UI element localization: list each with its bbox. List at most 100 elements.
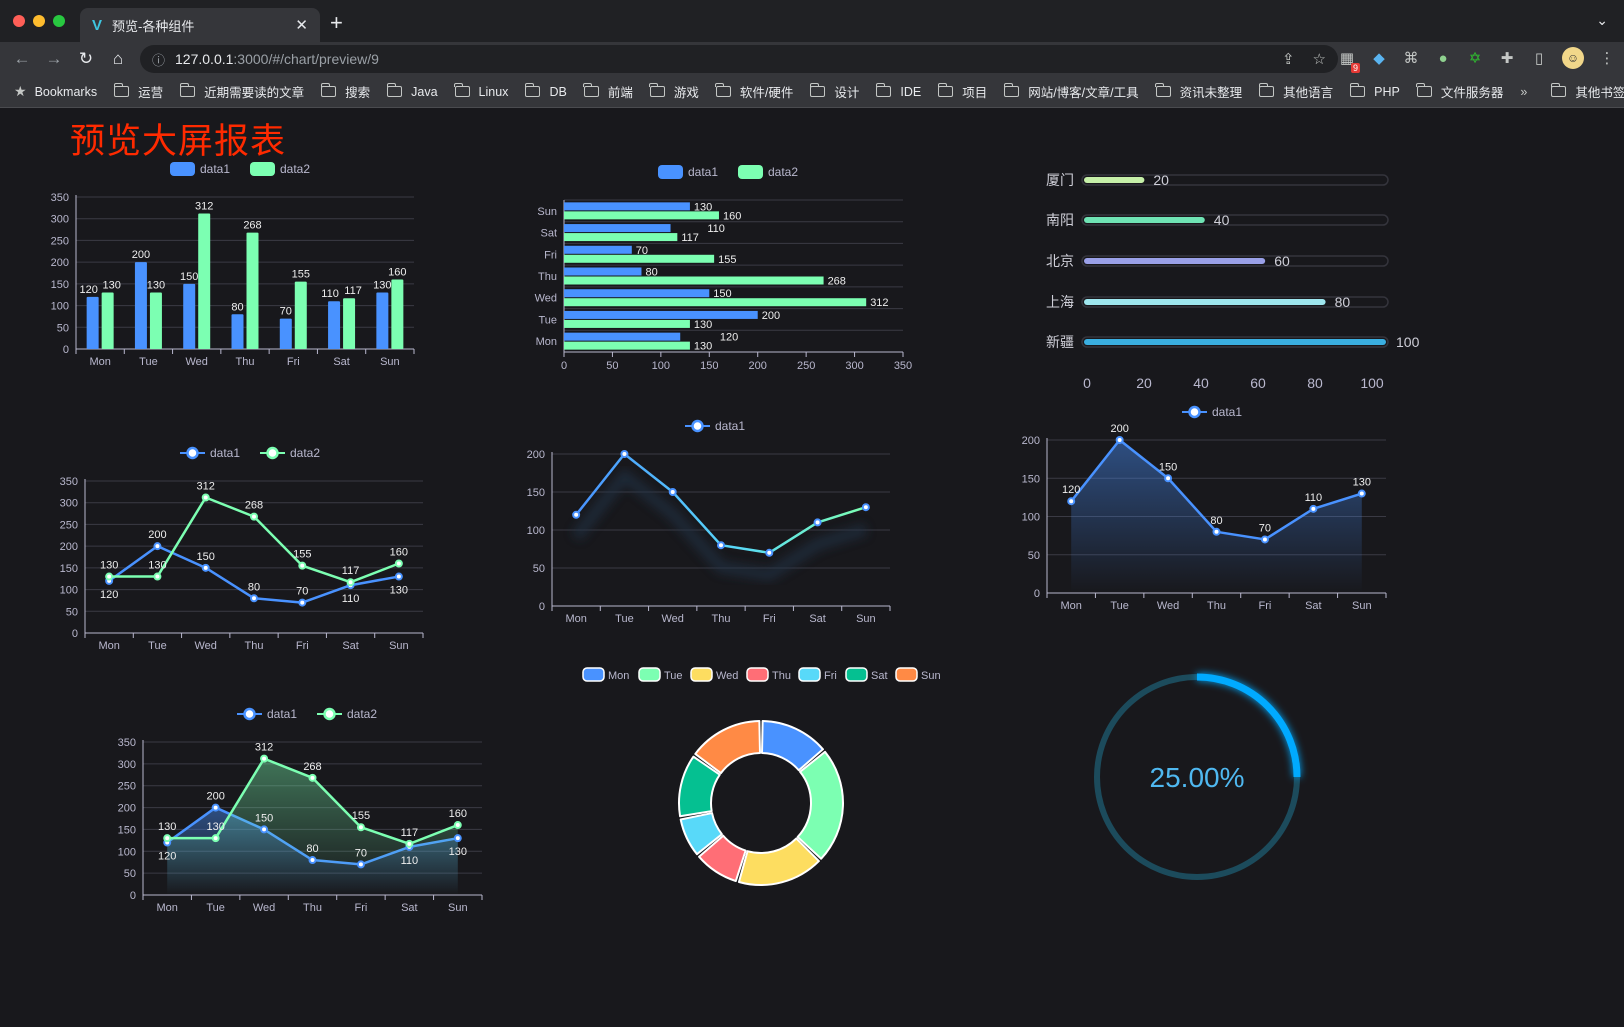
- bookmark-folder-other[interactable]: 其他书签: [1550, 82, 1624, 101]
- legend-item-Wed[interactable]: Wed: [690, 667, 738, 682]
- bookmark-folder[interactable]: Java: [386, 82, 438, 101]
- bookmark-folder[interactable]: 游戏: [649, 82, 699, 101]
- legend-item-Thu[interactable]: Thu: [746, 667, 791, 682]
- data-point: [153, 542, 162, 551]
- progress-track: [1081, 214, 1389, 226]
- legend-item-data1[interactable]: data1: [658, 165, 718, 179]
- data-point: [668, 488, 677, 496]
- browser-toolbar: ← → ↻ ⌂ ⓘ 127.0.0.1:3000/#/chart/preview…: [0, 42, 1624, 76]
- y-tick-label: 100: [51, 301, 69, 313]
- x-tick-label: Tue: [1110, 600, 1129, 612]
- x-tick-label: 50: [606, 360, 618, 372]
- bookmark-folder[interactable]: 项目: [937, 82, 987, 101]
- legend-item-data1[interactable]: data1: [237, 707, 297, 721]
- folder-icon: [320, 83, 337, 97]
- y-tick-label: 200: [60, 541, 78, 553]
- bookmarks-button[interactable]: ★ Bookmarks: [14, 83, 97, 100]
- y-tick-label: 50: [533, 563, 545, 575]
- x-tick-label: Mon: [157, 902, 178, 914]
- x-tick-label: 200: [749, 360, 767, 372]
- legend-label: Sun: [921, 670, 941, 682]
- bookmark-label: IDE: [900, 84, 922, 99]
- bookmark-folder[interactable]: 文件服务器: [1416, 82, 1504, 101]
- progress-bar-chart: 厦门 20 南阳 40 北京 60 上海 80 新疆 100 0 20 40 60 80 100: [1046, 172, 1420, 391]
- legend-swatch: [895, 667, 918, 682]
- puzzle-extensions-icon[interactable]: ✚: [1500, 50, 1514, 67]
- close-window-button[interactable]: [13, 15, 25, 27]
- bookmark-star-icon[interactable]: ☆: [1312, 51, 1326, 68]
- y-tick-label: 50: [1028, 550, 1040, 562]
- site-info-icon[interactable]: ⓘ: [152, 52, 166, 68]
- bookmark-folder[interactable]: 近期需要读的文章: [179, 82, 304, 101]
- share-icon[interactable]: ⇪: [1281, 51, 1295, 68]
- point-value-label: 80: [248, 581, 260, 593]
- side-panel-icon[interactable]: ▯: [1534, 50, 1544, 67]
- legend-item-Sun[interactable]: Sun: [895, 667, 941, 682]
- legend-item-data1[interactable]: data1: [180, 446, 240, 460]
- forward-icon[interactable]: →: [45, 49, 63, 68]
- x-tick-label: Tue: [206, 902, 225, 914]
- legend-item-data2[interactable]: data2: [250, 162, 310, 176]
- data-point: [211, 834, 220, 843]
- bookmark-folder[interactable]: 软件/硬件: [715, 82, 793, 101]
- point-value-label: 130: [206, 821, 224, 833]
- point-value-label: 130: [390, 585, 408, 597]
- bar-value-label: 312: [195, 201, 213, 213]
- bookmark-folder[interactable]: Linux: [454, 82, 508, 101]
- menu-kebab-icon[interactable]: ⋮: [1599, 50, 1615, 67]
- bookmark-folder[interactable]: 网站/博客/文章/工具: [1003, 82, 1139, 101]
- profile-avatar[interactable]: ☺: [1562, 47, 1584, 69]
- progress-value-label: 100: [1396, 334, 1420, 350]
- progress-category-label: 上海: [1046, 294, 1074, 310]
- bookmark-folder[interactable]: 其他语言: [1258, 82, 1333, 101]
- close-tab-icon[interactable]: ✕: [295, 17, 308, 34]
- reload-icon[interactable]: ↻: [78, 49, 94, 68]
- home-icon[interactable]: ⌂: [112, 49, 124, 68]
- address-bar[interactable]: ⓘ 127.0.0.1:3000/#/chart/preview/9 ⇪ ☆: [140, 45, 1338, 73]
- minimize-window-button[interactable]: [33, 15, 45, 27]
- command-extension-icon[interactable]: ⌘: [1403, 50, 1419, 67]
- maximize-window-button[interactable]: [53, 15, 65, 27]
- bookmarks-overflow-button[interactable]: »: [1520, 84, 1528, 99]
- bar-value-label: 150: [180, 271, 198, 283]
- extension-icon[interactable]: ▦ 9: [1339, 50, 1360, 73]
- bookmark-folder[interactable]: DB: [524, 82, 567, 101]
- extension-badge: 9: [1350, 63, 1360, 73]
- circle-extension-icon[interactable]: ●: [1438, 49, 1448, 67]
- legend-item-data2[interactable]: data2: [317, 707, 377, 721]
- legend-item-Sat[interactable]: Sat: [845, 667, 888, 682]
- legend-item-Mon[interactable]: Mon: [582, 667, 629, 682]
- x-tick-label: Thu: [303, 902, 322, 914]
- x-tick-label: 0: [561, 360, 567, 372]
- data-point: [356, 860, 365, 869]
- legend-item-data1[interactable]: data1: [170, 162, 230, 176]
- legend-item-Fri[interactable]: Fri: [798, 667, 837, 682]
- browser-tab[interactable]: V 预览-各种组件 ✕: [80, 8, 320, 42]
- legend-item-data2[interactable]: data2: [738, 165, 798, 179]
- legend-item-Tue[interactable]: Tue: [638, 667, 683, 682]
- legend-item-data1[interactable]: data1: [1182, 405, 1242, 419]
- bookmark-folder[interactable]: 资讯未整理: [1155, 82, 1242, 101]
- back-icon[interactable]: ←: [13, 49, 31, 68]
- new-tab-button[interactable]: +: [330, 10, 343, 35]
- legend-item-data1[interactable]: data1: [685, 419, 745, 433]
- diamond-extension-icon[interactable]: ◆: [1373, 50, 1385, 67]
- data-point: [453, 834, 462, 843]
- bookmark-folder[interactable]: IDE: [875, 82, 922, 101]
- bookmark-folder[interactable]: 设计: [809, 82, 859, 101]
- point-value-label: 130: [158, 821, 176, 833]
- bookmark-folder[interactable]: 前端: [583, 82, 633, 101]
- bookmark-folder[interactable]: PHP: [1349, 82, 1400, 101]
- bar-value-label: 150: [713, 288, 731, 300]
- bookmark-folder[interactable]: 运营: [113, 82, 163, 101]
- bookmark-folder[interactable]: 搜索: [320, 82, 370, 101]
- legend-item-data2[interactable]: data2: [260, 446, 320, 460]
- bar-data1: [183, 283, 196, 349]
- bookmark-label: 文件服务器: [1440, 86, 1504, 100]
- y-tick-label: 150: [60, 563, 78, 575]
- star-extension-icon[interactable]: ✡: [1468, 50, 1482, 67]
- tab-search-chevron-icon[interactable]: ⌄: [1596, 12, 1608, 28]
- progress-value-label: 20: [1153, 172, 1169, 188]
- x-tick-label: Sun: [389, 640, 409, 652]
- folder-icon: [454, 83, 470, 97]
